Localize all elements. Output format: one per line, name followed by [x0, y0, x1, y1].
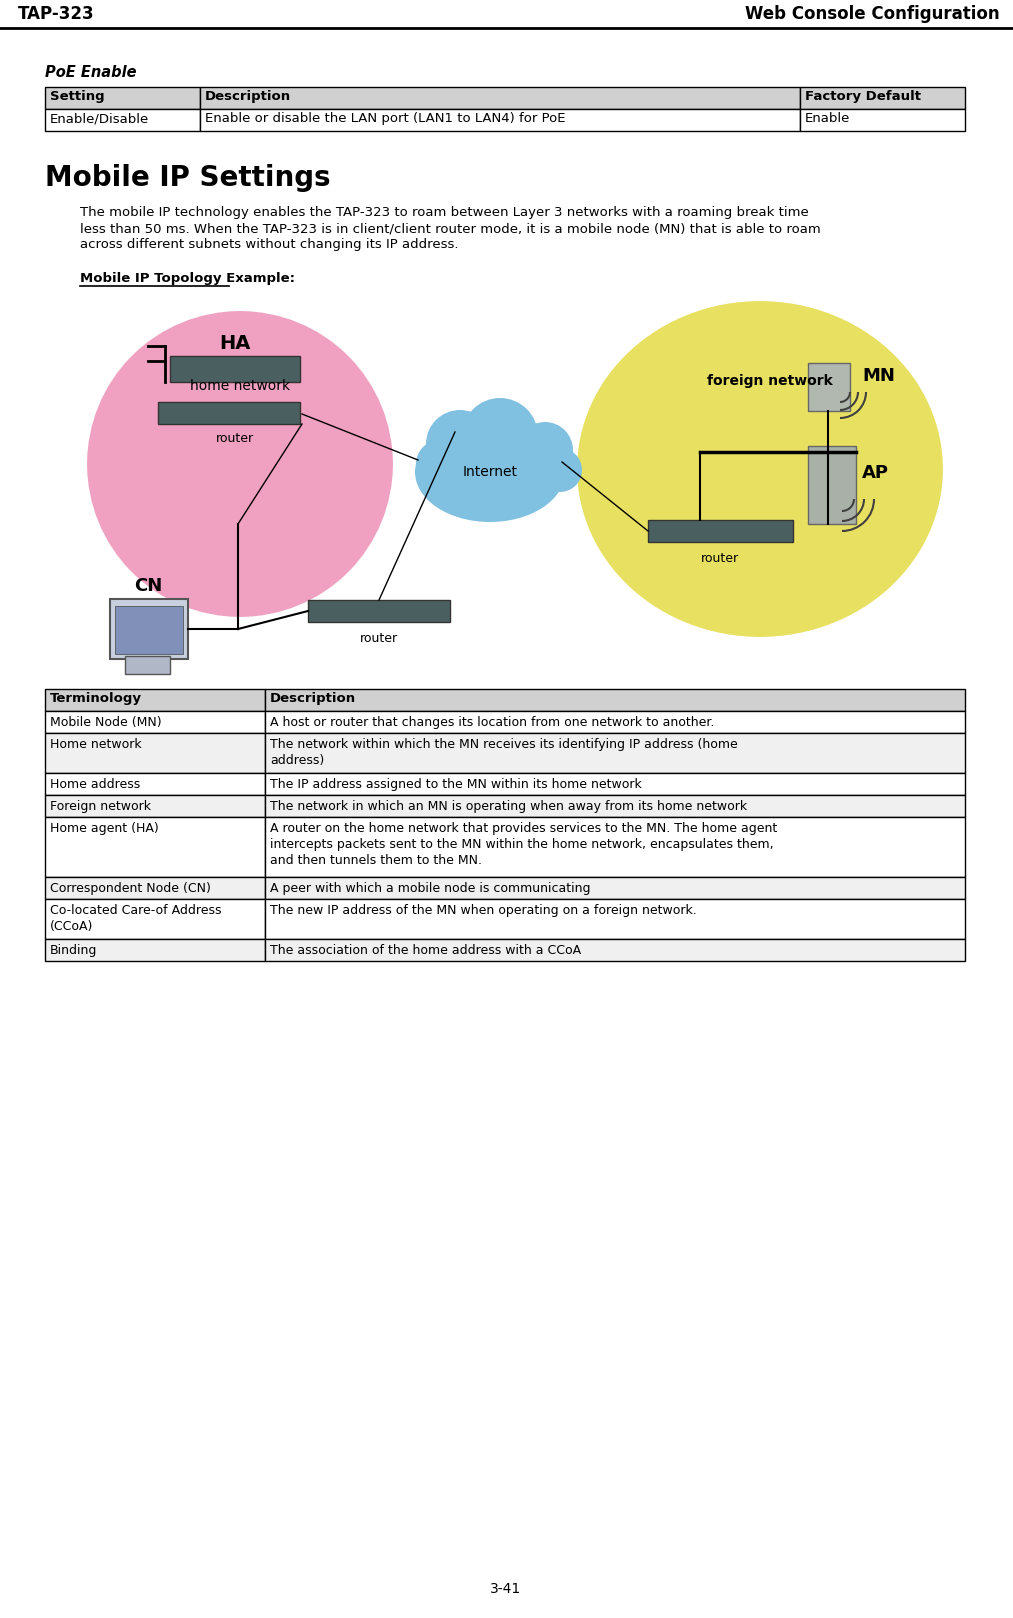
Text: Mobile IP Settings: Mobile IP Settings — [45, 163, 330, 193]
Text: Web Console Configuration: Web Console Configuration — [746, 5, 1000, 23]
Text: PoE Enable: PoE Enable — [45, 65, 137, 79]
Text: Enable/Disable: Enable/Disable — [50, 112, 149, 125]
Text: TAP-323: TAP-323 — [18, 5, 94, 23]
Text: Binding: Binding — [50, 943, 97, 956]
FancyBboxPatch shape — [265, 794, 965, 817]
Circle shape — [538, 448, 582, 492]
Circle shape — [450, 451, 510, 511]
FancyBboxPatch shape — [265, 877, 965, 900]
FancyBboxPatch shape — [265, 817, 965, 877]
Circle shape — [426, 409, 494, 477]
FancyBboxPatch shape — [45, 900, 265, 938]
FancyBboxPatch shape — [45, 794, 265, 817]
Text: foreign network: foreign network — [707, 374, 833, 388]
Text: router: router — [360, 633, 398, 646]
FancyBboxPatch shape — [648, 519, 793, 542]
Text: 3-41: 3-41 — [490, 1582, 522, 1595]
Text: A peer with which a mobile node is communicating: A peer with which a mobile node is commu… — [270, 882, 591, 895]
FancyBboxPatch shape — [170, 356, 300, 382]
Text: router: router — [701, 552, 739, 565]
FancyBboxPatch shape — [45, 938, 265, 961]
FancyBboxPatch shape — [45, 87, 200, 108]
Text: The network in which an MN is operating when away from its home network: The network in which an MN is operating … — [270, 799, 748, 812]
Text: Enable or disable the LAN port (LAN1 to LAN4) for PoE: Enable or disable the LAN port (LAN1 to … — [205, 112, 565, 125]
Text: (CCoA): (CCoA) — [50, 921, 93, 934]
Text: Home network: Home network — [50, 738, 142, 751]
Text: address): address) — [270, 754, 324, 767]
Text: router: router — [216, 432, 254, 445]
Text: The mobile IP technology enables the TAP-323 to roam between Layer 3 networks wi: The mobile IP technology enables the TAP… — [80, 205, 808, 218]
Text: home network: home network — [190, 379, 290, 393]
FancyBboxPatch shape — [45, 877, 265, 900]
FancyBboxPatch shape — [125, 655, 170, 675]
Ellipse shape — [85, 309, 395, 620]
Text: Home address: Home address — [50, 778, 140, 791]
Text: Foreign network: Foreign network — [50, 799, 151, 812]
FancyBboxPatch shape — [800, 87, 965, 108]
FancyBboxPatch shape — [265, 710, 965, 733]
Text: Mobile IP Topology Example:: Mobile IP Topology Example: — [80, 272, 295, 285]
Text: Description: Description — [270, 693, 357, 705]
FancyBboxPatch shape — [265, 938, 965, 961]
FancyBboxPatch shape — [265, 689, 965, 710]
Circle shape — [416, 440, 464, 489]
Circle shape — [462, 398, 538, 474]
FancyBboxPatch shape — [308, 600, 450, 621]
Text: Setting: Setting — [50, 91, 104, 104]
Text: Correspondent Node (CN): Correspondent Node (CN) — [50, 882, 211, 895]
Text: HA: HA — [219, 333, 250, 353]
Text: Description: Description — [205, 91, 291, 104]
FancyBboxPatch shape — [45, 710, 265, 733]
Text: The association of the home address with a CCoA: The association of the home address with… — [270, 943, 581, 956]
FancyBboxPatch shape — [808, 362, 850, 411]
Text: Co-located Care-of Address: Co-located Care-of Address — [50, 904, 222, 917]
Circle shape — [517, 422, 573, 477]
Text: The IP address assigned to the MN within its home network: The IP address assigned to the MN within… — [270, 778, 642, 791]
Text: Factory Default: Factory Default — [805, 91, 921, 104]
FancyBboxPatch shape — [800, 108, 965, 131]
FancyBboxPatch shape — [45, 733, 265, 773]
Text: The network within which the MN receives its identifying IP address (home: The network within which the MN receives… — [270, 738, 737, 751]
Text: less than 50 ms. When the TAP-323 is in client/client router mode, it is a mobil: less than 50 ms. When the TAP-323 is in … — [80, 222, 821, 235]
Text: Mobile Node (MN): Mobile Node (MN) — [50, 717, 162, 730]
Text: Terminology: Terminology — [50, 693, 142, 705]
FancyBboxPatch shape — [200, 87, 800, 108]
FancyBboxPatch shape — [158, 401, 300, 424]
Ellipse shape — [415, 422, 565, 523]
Text: MN: MN — [862, 367, 894, 385]
Text: AP: AP — [862, 464, 889, 482]
FancyBboxPatch shape — [110, 599, 188, 659]
Text: Enable: Enable — [805, 112, 850, 125]
Text: A router on the home network that provides services to the MN. The home agent: A router on the home network that provid… — [270, 822, 777, 835]
FancyBboxPatch shape — [115, 607, 183, 654]
Ellipse shape — [575, 299, 945, 639]
Text: intercepts packets sent to the MN within the home network, encapsulates them,: intercepts packets sent to the MN within… — [270, 838, 774, 851]
FancyBboxPatch shape — [45, 108, 200, 131]
Text: A host or router that changes its location from one network to another.: A host or router that changes its locati… — [270, 717, 714, 730]
FancyBboxPatch shape — [45, 773, 265, 794]
Text: Internet: Internet — [463, 464, 518, 479]
Text: Home agent (HA): Home agent (HA) — [50, 822, 159, 835]
Text: The new IP address of the MN when operating on a foreign network.: The new IP address of the MN when operat… — [270, 904, 697, 917]
Text: across different subnets without changing its IP address.: across different subnets without changin… — [80, 238, 459, 251]
FancyBboxPatch shape — [265, 773, 965, 794]
FancyBboxPatch shape — [45, 689, 265, 710]
FancyBboxPatch shape — [200, 108, 800, 131]
Text: CN: CN — [134, 578, 162, 595]
FancyBboxPatch shape — [265, 900, 965, 938]
FancyBboxPatch shape — [265, 733, 965, 773]
Text: and then tunnels them to the MN.: and then tunnels them to the MN. — [270, 854, 482, 867]
FancyBboxPatch shape — [45, 817, 265, 877]
FancyBboxPatch shape — [808, 447, 856, 524]
